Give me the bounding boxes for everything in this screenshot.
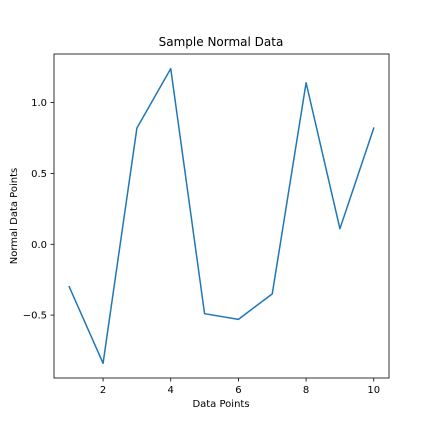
plot-area: 2 4 6 8 10 −0.5 0.0 0.5 1.0 bbox=[23, 53, 390, 396]
y-axis-title: Normal Data Points bbox=[9, 168, 20, 264]
y-tick-label: 0.5 bbox=[31, 169, 47, 180]
x-tick-label: 10 bbox=[367, 385, 380, 396]
y-tick-label: 0.0 bbox=[31, 240, 47, 251]
y-tick-label: 1.0 bbox=[31, 98, 47, 109]
y-tick-label: −0.5 bbox=[23, 311, 47, 322]
x-axis-title: Data Points bbox=[192, 399, 249, 410]
series-line-0 bbox=[68, 67, 375, 365]
x-tick-label: 8 bbox=[303, 385, 309, 396]
axes-frame bbox=[53, 53, 390, 379]
x-tick-label: 2 bbox=[100, 385, 106, 396]
x-tick-label: 6 bbox=[235, 385, 241, 396]
chart-title: Sample Normal Data bbox=[159, 35, 284, 49]
x-tick-label: 4 bbox=[168, 385, 174, 396]
